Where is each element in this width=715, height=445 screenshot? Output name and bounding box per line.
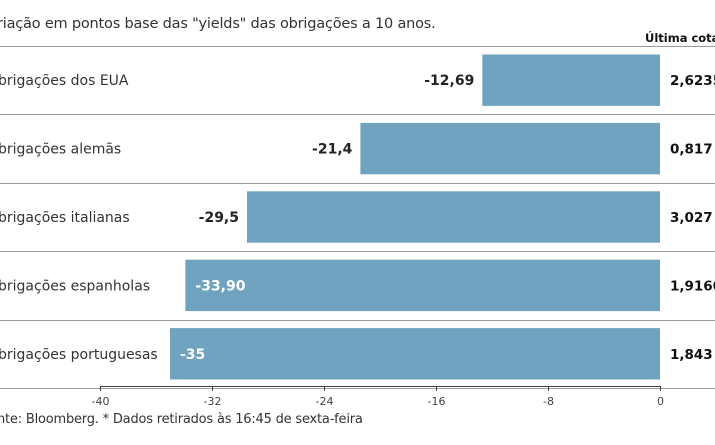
- bar-2: [360, 122, 660, 175]
- value-label: -29,5: [199, 210, 239, 226]
- x-tick-label: -16: [428, 395, 446, 408]
- x-tick-label: 0: [657, 395, 664, 408]
- bar-4: [185, 259, 660, 312]
- bar-5: [170, 328, 660, 380]
- chart-subtitle: riação em pontos base das "yields" das o…: [0, 16, 436, 32]
- last-quote-value: 2,6235: [670, 73, 715, 89]
- x-tick-label: -8: [543, 395, 554, 408]
- value-label: -33,90: [195, 278, 245, 294]
- source-note: nte: Bloomberg. * Dados retirados às 16:…: [0, 412, 363, 427]
- x-tick-label: -32: [204, 395, 222, 408]
- bar-1: [482, 54, 660, 106]
- last-quote-value: 3,027: [670, 210, 713, 226]
- bar-3: [247, 191, 660, 243]
- category-label: brigações portuguesas: [0, 347, 158, 363]
- last-quote-value: 0,817: [670, 142, 713, 158]
- x-tick-label: -40: [92, 395, 110, 408]
- category-label: brigações espanholas: [0, 278, 150, 294]
- value-label: -12,69: [424, 73, 474, 89]
- category-label: brigações italianas: [0, 210, 130, 226]
- last-quote-header: Última cotaç: [645, 31, 715, 45]
- last-quote-value: 1,843: [670, 347, 713, 363]
- category-label: brigações dos EUA: [0, 73, 129, 89]
- category-label: brigações alemãs: [0, 142, 121, 158]
- value-label: -21,4: [312, 142, 353, 158]
- last-quote-value: 1,9160: [670, 278, 715, 294]
- value-label: -35: [180, 347, 205, 363]
- x-tick-label: -24: [316, 395, 334, 408]
